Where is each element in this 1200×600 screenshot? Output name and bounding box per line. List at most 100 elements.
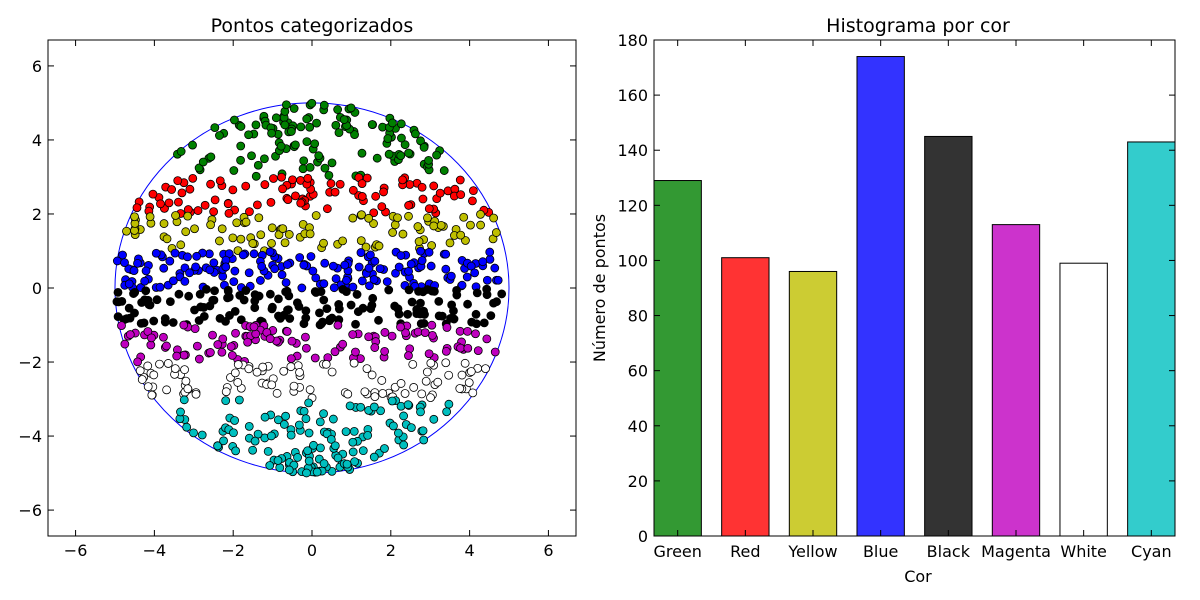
scatter-point bbox=[305, 229, 315, 239]
scatter-point bbox=[357, 210, 366, 220]
scatter-point bbox=[287, 336, 297, 346]
scatter-point bbox=[482, 334, 492, 344]
scatter-point bbox=[136, 318, 146, 328]
scatter-point bbox=[217, 224, 227, 234]
scatter-point bbox=[362, 364, 372, 374]
scatter-point bbox=[424, 155, 433, 165]
scatter-point bbox=[217, 347, 227, 357]
scatter-point bbox=[277, 172, 286, 182]
scatter-point bbox=[423, 213, 432, 223]
scatter-point bbox=[232, 218, 242, 228]
scatter-point bbox=[466, 220, 475, 230]
scatter-point bbox=[268, 302, 277, 312]
scatter-point bbox=[311, 211, 321, 220]
scatter-point bbox=[279, 366, 289, 376]
scatter-point bbox=[422, 367, 432, 377]
scatter-point bbox=[221, 262, 231, 272]
scatter-point bbox=[393, 428, 403, 438]
bar-plot-frame bbox=[653, 39, 1176, 537]
scatter-point bbox=[190, 224, 199, 234]
scatter-x-axis: −6 −4 −2 0 2 4 6 bbox=[64, 40, 554, 560]
scatter-point bbox=[357, 179, 367, 189]
scatter-point bbox=[148, 189, 158, 199]
scatter-point bbox=[377, 376, 387, 385]
scatter-point bbox=[352, 290, 362, 299]
scatter-point bbox=[165, 297, 175, 307]
scatter-point bbox=[301, 306, 311, 316]
bar-x-label: Cor bbox=[904, 567, 932, 586]
scatter-point bbox=[244, 364, 254, 374]
scatter-point bbox=[418, 287, 428, 297]
scatter-point bbox=[241, 217, 251, 227]
scatter-point bbox=[195, 289, 205, 299]
scatter-point bbox=[267, 238, 276, 248]
scatter-point bbox=[364, 332, 374, 342]
scatter-point bbox=[419, 435, 429, 445]
x-tick-label: 4 bbox=[465, 541, 475, 560]
scatter-point bbox=[270, 264, 280, 274]
scatter-point bbox=[288, 175, 297, 185]
scatter-point bbox=[322, 204, 332, 214]
scatter-point bbox=[416, 407, 425, 417]
scatter-point bbox=[296, 122, 306, 132]
scatter-point bbox=[334, 128, 344, 138]
scatter-point bbox=[236, 122, 246, 131]
y-tick-label: 120 bbox=[617, 196, 648, 215]
scatter-point bbox=[133, 258, 142, 268]
scatter-point bbox=[122, 226, 131, 236]
scatter-plot-frame bbox=[47, 39, 577, 537]
scatter-point bbox=[252, 200, 262, 210]
scatter-point bbox=[434, 296, 444, 306]
bar-category-label: Yellow bbox=[787, 542, 837, 561]
scatter-point bbox=[333, 453, 343, 463]
scatter-point bbox=[357, 192, 367, 201]
scatter-point bbox=[403, 400, 413, 410]
scatter-point bbox=[241, 181, 251, 191]
scatter-point bbox=[369, 208, 379, 218]
scatter-point bbox=[390, 301, 400, 311]
scatter-point bbox=[417, 182, 427, 192]
scatter-point bbox=[181, 227, 191, 237]
scatter-point bbox=[265, 461, 275, 470]
scatter-point bbox=[463, 299, 472, 309]
scatter-point bbox=[399, 440, 409, 450]
scatter-point bbox=[227, 351, 237, 360]
scatter-point bbox=[353, 307, 363, 317]
bar-x-axis: Green Red Yellow Blue Black Magenta White Cyan bbox=[653, 40, 1172, 561]
scatter-point bbox=[460, 358, 470, 368]
scatter-point bbox=[374, 315, 383, 325]
scatter-point bbox=[417, 256, 427, 265]
scatter-point bbox=[338, 284, 348, 294]
scatter-point bbox=[350, 457, 359, 467]
scatter-point bbox=[351, 319, 360, 329]
scatter-point bbox=[266, 431, 276, 441]
scatter-point bbox=[280, 238, 290, 248]
scatter-point bbox=[335, 179, 345, 189]
scatter-point bbox=[371, 191, 381, 201]
scatter-point bbox=[368, 293, 378, 303]
scatter-point bbox=[284, 305, 293, 315]
scatter-point bbox=[265, 289, 275, 299]
scatter-point bbox=[286, 430, 296, 440]
scatter-point bbox=[429, 221, 439, 231]
scatter-point bbox=[384, 285, 394, 295]
scatter-point bbox=[310, 139, 320, 149]
scatter-point bbox=[165, 256, 175, 266]
scatter-point bbox=[452, 286, 461, 295]
bar-yellow bbox=[788, 270, 838, 537]
scatter-point bbox=[293, 453, 302, 462]
scatter-point bbox=[215, 236, 224, 246]
scatter-point bbox=[324, 171, 334, 180]
scatter-point bbox=[224, 208, 234, 218]
scatter-point bbox=[396, 151, 406, 161]
scatter-point bbox=[316, 287, 326, 296]
scatter-point bbox=[421, 376, 431, 386]
scatter-point bbox=[174, 197, 183, 207]
scatter-point bbox=[197, 430, 207, 440]
scatter-point bbox=[265, 334, 275, 344]
bar-green bbox=[653, 180, 702, 537]
scatter-point bbox=[427, 320, 437, 330]
scatter-point bbox=[396, 401, 406, 411]
scatter-point bbox=[250, 436, 260, 446]
scatter-point bbox=[168, 276, 178, 286]
